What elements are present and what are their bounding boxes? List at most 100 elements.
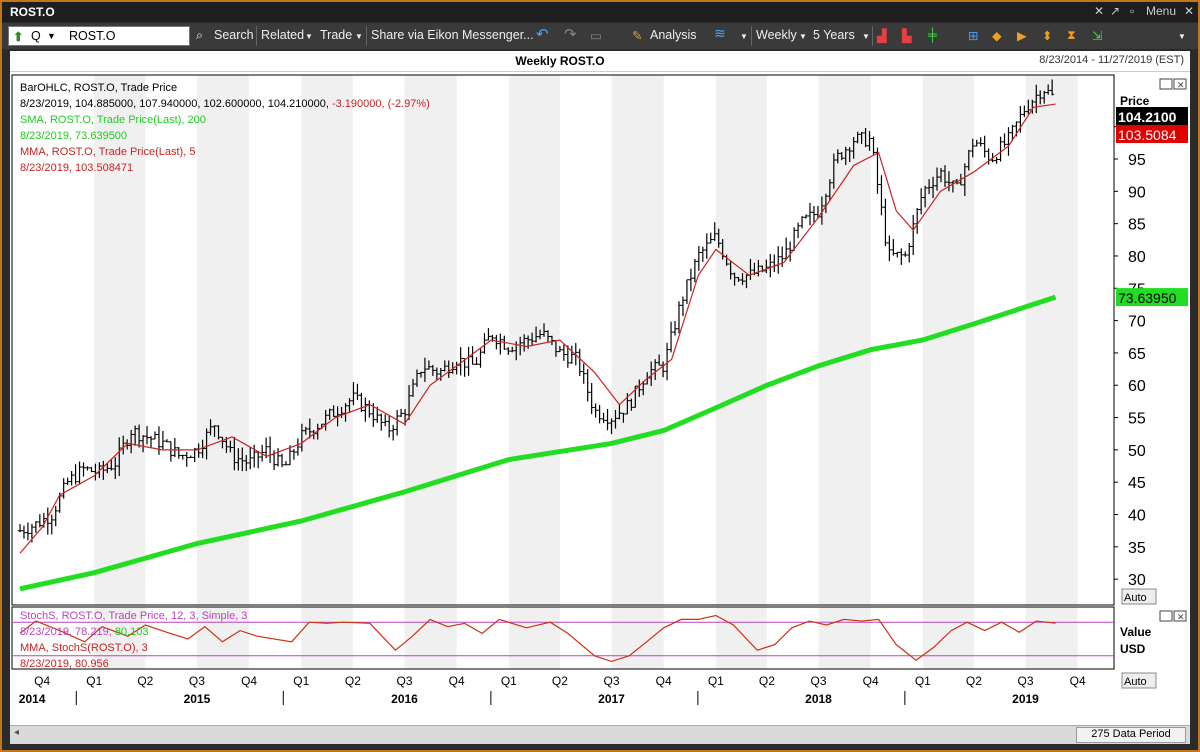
scroll-left-icon[interactable]: ◆ — [992, 29, 1002, 43]
legend-mma-title: MMA, ROST.O, Trade Price(Last), 5 — [20, 146, 195, 158]
analysis-menu[interactable]: Analysis — [650, 28, 697, 42]
quarter-band — [196, 75, 250, 605]
quarter-band — [404, 607, 457, 669]
x-quarter-label: Q3 — [396, 674, 412, 688]
q-selector[interactable]: Q — [31, 29, 41, 43]
close-icon: ✕ — [1177, 80, 1185, 90]
y-tick-label: 45 — [1128, 475, 1146, 492]
legend-sma-value: 8/23/2019, 73.639500 — [20, 130, 127, 142]
close-icon[interactable]: ✕ — [1184, 4, 1195, 18]
y-tick-label: 85 — [1128, 217, 1146, 234]
quarter-band — [611, 75, 664, 605]
chevron-down-icon[interactable]: ▼ — [799, 32, 807, 41]
mma-price-tag — [1116, 125, 1188, 143]
minimize-icon[interactable]: ▫ — [1130, 4, 1135, 18]
chevron-down-icon[interactable]: ▼ — [47, 31, 56, 41]
chevron-down-icon[interactable]: ▼ — [1178, 32, 1186, 41]
price-axis-label: Price — [1120, 94, 1150, 108]
x-quarter-label: Q4 — [656, 674, 672, 688]
quarter-band — [508, 607, 560, 669]
chevron-down-icon[interactable]: ▼ — [862, 32, 870, 41]
line-chart-icon[interactable]: ▟ — [877, 29, 887, 43]
x-quarter-label: Q4 — [449, 674, 465, 688]
usd-label: USD — [1120, 642, 1146, 656]
trade-menu[interactable]: Trade — [320, 28, 353, 42]
time-scrollbar[interactable]: ◂ 275 Data Period — [10, 725, 1190, 744]
pop-out-icon[interactable]: ↗ — [1110, 4, 1121, 18]
ric-input[interactable]: ⬆ Q ▼ ROST.O — [8, 26, 190, 46]
chart-canvas[interactable]: 3035404550556065707580859095100 Q4Q1Q2Q3… — [10, 71, 1190, 725]
indicator-lines — [19, 103, 1057, 592]
y-tick-label: 35 — [1128, 540, 1146, 557]
quarter-band — [922, 607, 974, 669]
scroll-right-icon[interactable]: ▶ — [1017, 29, 1027, 43]
x-quarter-label: Q1 — [501, 674, 517, 688]
search-button[interactable]: Search — [214, 28, 254, 42]
x-quarter-label: Q2 — [966, 674, 982, 688]
print-icon[interactable]: ▭ — [590, 29, 602, 43]
y-tick-label: 70 — [1128, 314, 1146, 331]
y-tick-label: 40 — [1128, 508, 1146, 525]
x-year-label: 2017 — [598, 692, 625, 706]
data-period-counter: 275 Data Period — [1076, 727, 1186, 743]
quarter-band — [922, 75, 974, 605]
zoom-out-icon[interactable]: ⧗ — [1067, 28, 1076, 42]
ohlc-bars — [18, 79, 1055, 543]
pane-restore-icon[interactable] — [1159, 610, 1173, 622]
up-arrow-icon: ⬆ — [13, 30, 24, 44]
x-quarter-label: Q1 — [86, 674, 102, 688]
last-price-tag — [1116, 107, 1188, 125]
y-tick-label: 55 — [1128, 411, 1146, 428]
pane-restore-icon[interactable] — [1159, 78, 1173, 90]
x-quarter-label: Q4 — [241, 674, 257, 688]
divider — [366, 26, 367, 46]
scroll-left-icon[interactable]: ◂ — [14, 727, 20, 738]
chevron-down-icon[interactable]: ▼ — [305, 32, 313, 41]
stoch-mma-value: 8/23/2019, 80.956 — [20, 658, 109, 670]
crosshair-icon[interactable]: ╪ — [928, 28, 937, 42]
export-icon[interactable]: ⇲ — [1092, 29, 1103, 43]
divider — [751, 26, 752, 46]
auto-scale-button[interactable] — [1121, 588, 1157, 605]
auto-scale-button[interactable] — [1121, 672, 1157, 689]
quarter-band — [94, 75, 146, 605]
chevron-down-icon[interactable]: ▼ — [740, 32, 748, 41]
mma-price-value: 103.5084 — [1118, 127, 1177, 143]
analysis-icon: ✎ — [632, 29, 643, 43]
x-quarter-label: Q1 — [708, 674, 724, 688]
y-tick-label: 95 — [1128, 152, 1146, 169]
compare-chart-icon[interactable]: ▙ — [902, 29, 912, 43]
x-quarter-label: Q4 — [1070, 674, 1086, 688]
add-chart-icon[interactable]: ⊞ — [968, 29, 979, 43]
related-menu[interactable]: Related — [261, 28, 305, 42]
share-button[interactable]: Share via Eikon Messenger... — [371, 28, 534, 42]
undo-icon[interactable]: ↶ — [536, 26, 549, 43]
x-quarter-label: Q3 — [1017, 674, 1033, 688]
pin-icon[interactable]: ✕ — [1094, 4, 1105, 18]
quarter-band — [818, 75, 871, 605]
price-pane-border — [11, 74, 1115, 606]
x-quarter-label: Q3 — [603, 674, 619, 688]
redo-icon[interactable]: ↷ — [564, 26, 577, 43]
interval-menu[interactable]: Weekly — [756, 28, 797, 42]
auto-scale-label: Auto — [1124, 592, 1147, 604]
chart-title: Weekly ROST.O — [515, 54, 605, 68]
y-axis: 3035404550556065707580859095100 — [1114, 120, 1155, 589]
x-quarter-label: Q2 — [345, 674, 361, 688]
stoch-mma-title: MMA, StochS(ROST.O), 3 — [20, 642, 148, 654]
range-menu[interactable]: 5 Years — [813, 28, 855, 42]
chart-panel: Weekly ROST.O 8/23/2014 - 11/27/2019 (ES… — [10, 51, 1190, 744]
y-tick-label: 60 — [1128, 378, 1146, 395]
x-quarter-label: Q2 — [552, 674, 568, 688]
pane-close-icon[interactable] — [1173, 78, 1187, 90]
zoom-in-icon[interactable]: ⬍ — [1042, 29, 1053, 43]
legend-mma-value: 8/23/2019, 103.508471 — [20, 162, 133, 174]
x-year-label: 2014 — [19, 692, 46, 706]
quarter-band — [301, 75, 353, 605]
search-icon[interactable]: ⌕ — [196, 28, 204, 42]
menu-button[interactable]: Menu — [1146, 4, 1177, 18]
overlay-icon[interactable]: ≋ — [714, 25, 726, 41]
pane-close-icon[interactable] — [1173, 610, 1187, 622]
chevron-down-icon[interactable]: ▼ — [355, 32, 363, 41]
